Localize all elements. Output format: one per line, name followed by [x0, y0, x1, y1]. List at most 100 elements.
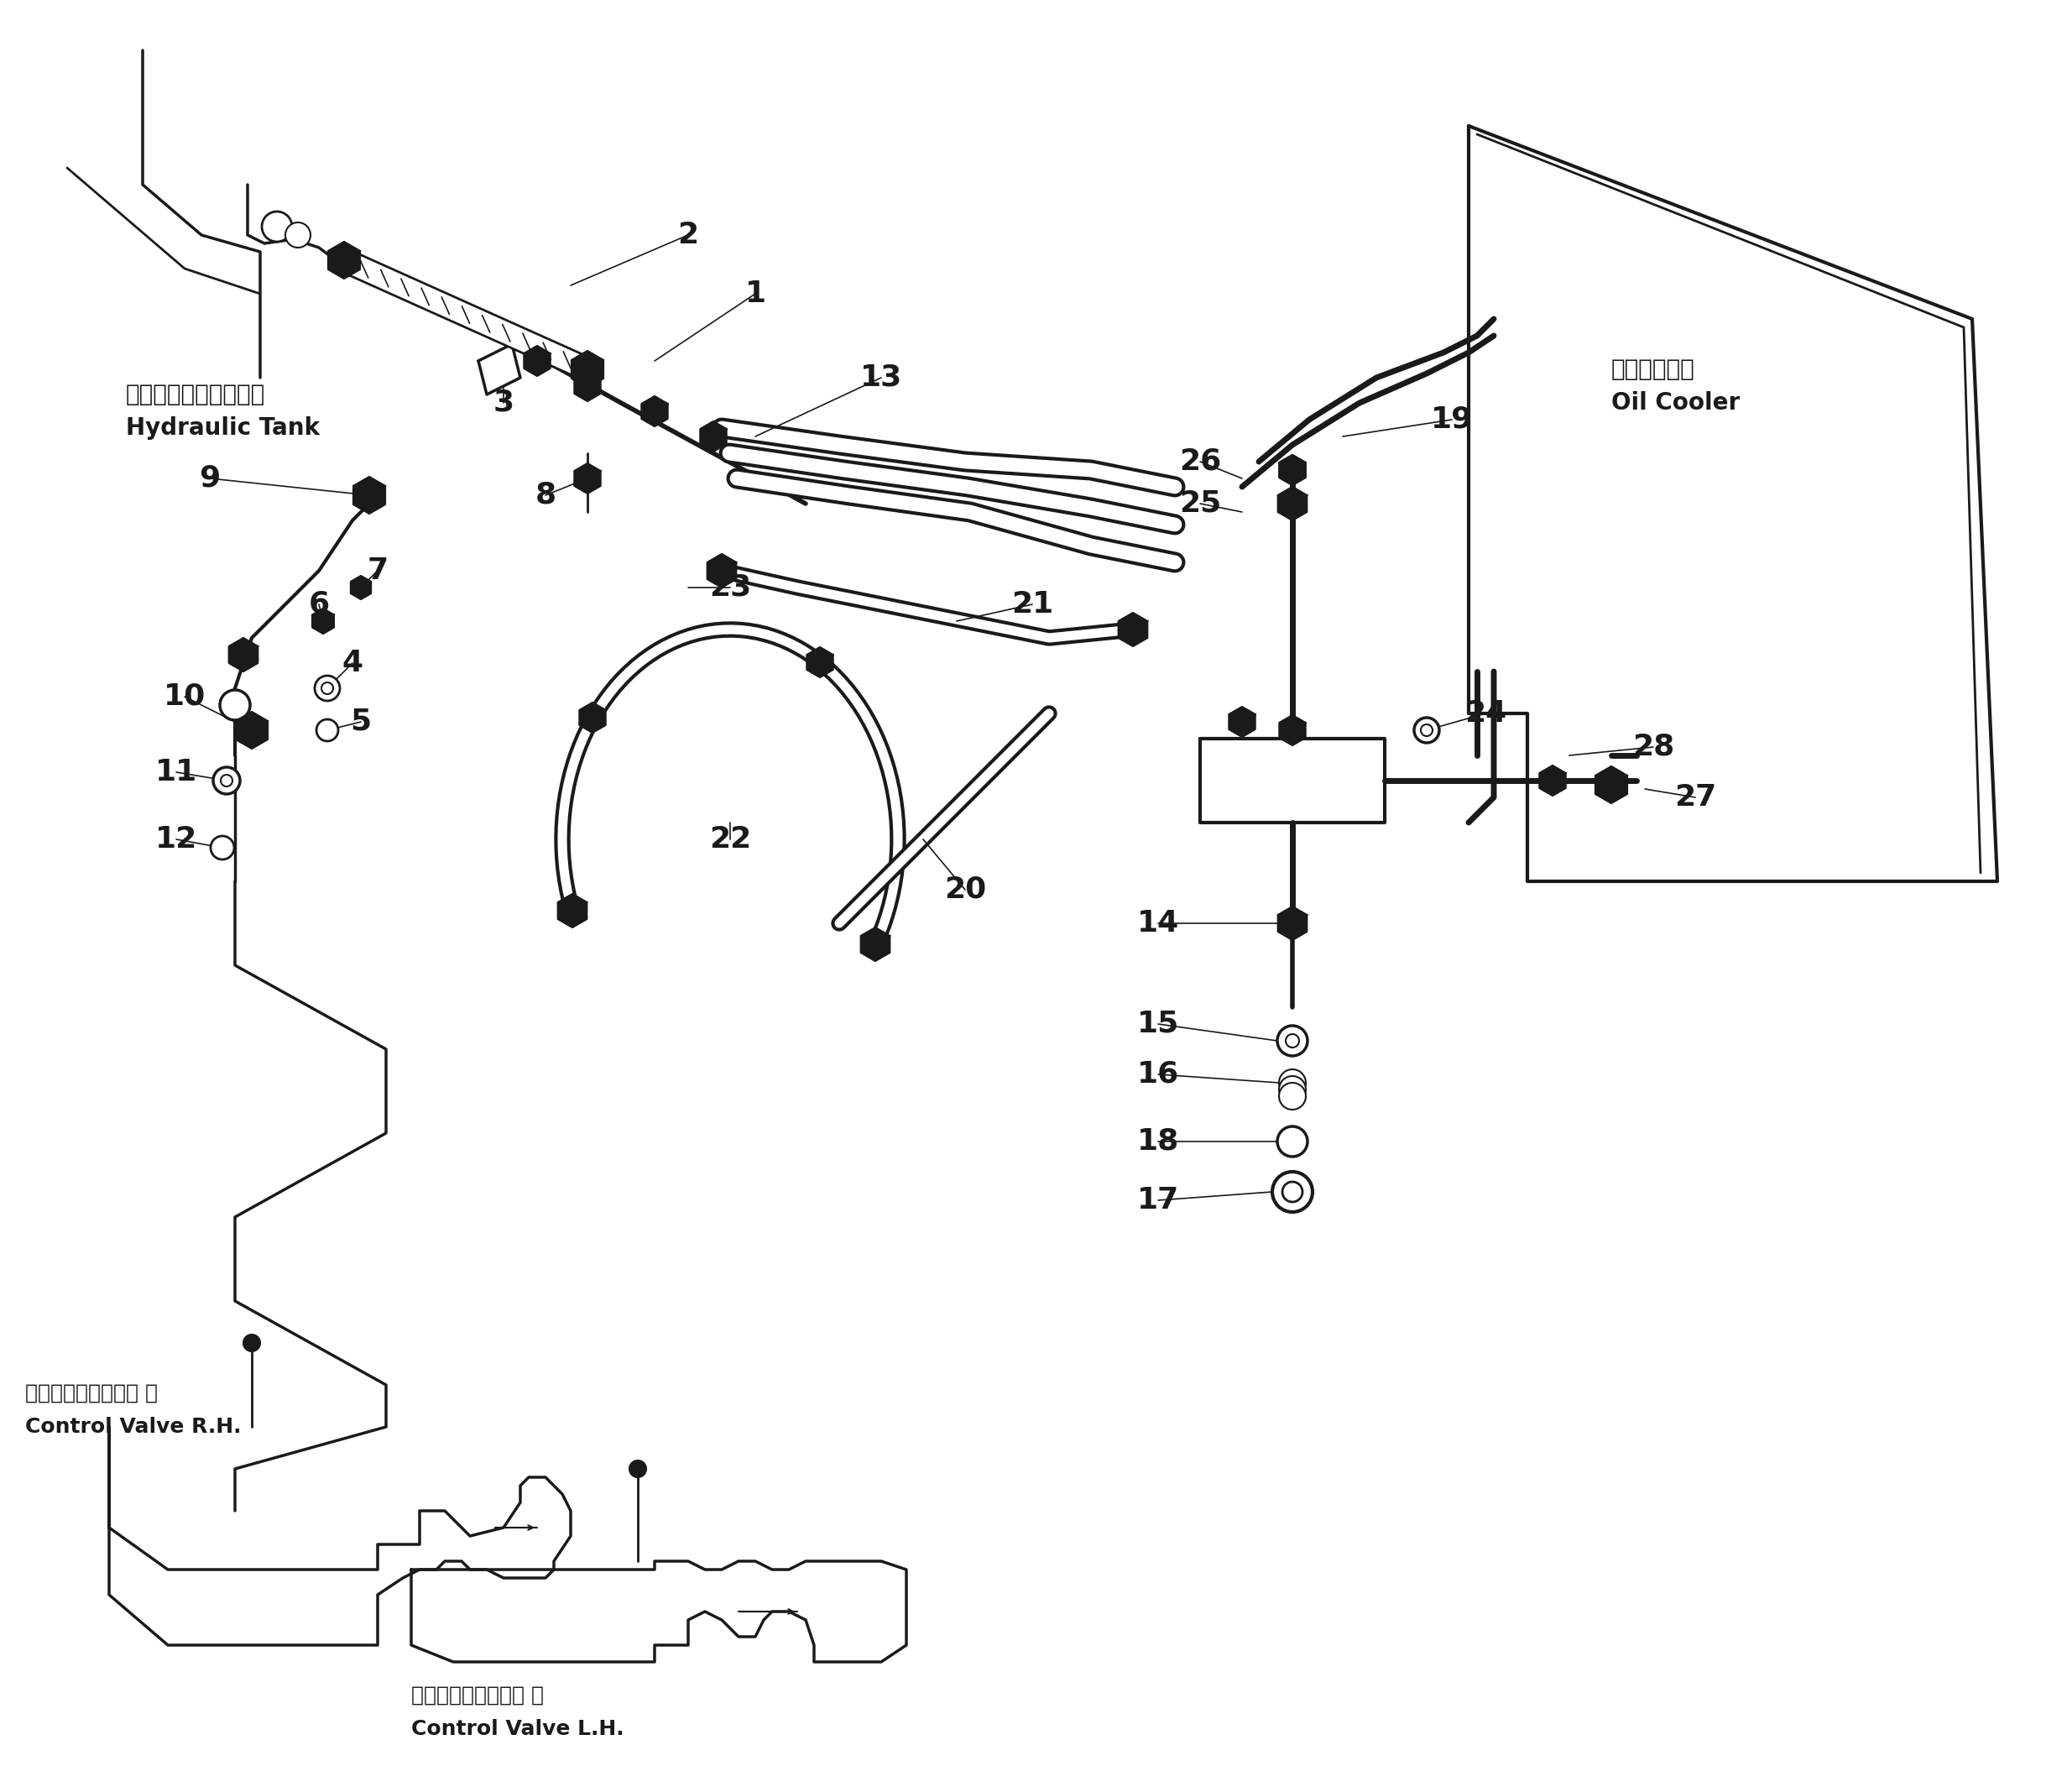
Polygon shape — [312, 609, 335, 634]
Text: 17: 17 — [1137, 1186, 1178, 1215]
Circle shape — [1286, 496, 1300, 511]
Circle shape — [318, 616, 329, 625]
Text: 27: 27 — [1674, 783, 1716, 812]
Circle shape — [219, 690, 250, 720]
Circle shape — [1414, 717, 1439, 744]
Circle shape — [221, 774, 232, 787]
Polygon shape — [1230, 706, 1255, 737]
Text: オイルクーラ: オイルクーラ — [1612, 358, 1695, 382]
Polygon shape — [1277, 907, 1306, 941]
Circle shape — [1127, 624, 1139, 636]
Circle shape — [587, 711, 599, 724]
Circle shape — [244, 1335, 260, 1351]
Text: 3: 3 — [494, 389, 515, 418]
Circle shape — [1273, 1172, 1313, 1211]
Text: 1: 1 — [744, 280, 767, 308]
Polygon shape — [806, 647, 833, 677]
Polygon shape — [641, 396, 668, 426]
Circle shape — [244, 722, 258, 738]
Text: 22: 22 — [709, 824, 750, 853]
Text: 10: 10 — [163, 683, 207, 711]
Polygon shape — [1277, 487, 1306, 520]
Text: 21: 21 — [1011, 590, 1054, 618]
Polygon shape — [353, 477, 384, 514]
Circle shape — [581, 380, 593, 392]
Circle shape — [314, 676, 339, 701]
Circle shape — [581, 362, 595, 376]
Polygon shape — [1540, 765, 1565, 796]
Text: 14: 14 — [1137, 909, 1178, 937]
Circle shape — [649, 405, 661, 418]
Text: 13: 13 — [860, 364, 903, 392]
Circle shape — [1236, 715, 1248, 728]
Text: 20: 20 — [945, 876, 986, 903]
Circle shape — [1286, 464, 1298, 477]
Circle shape — [581, 473, 593, 484]
Circle shape — [715, 564, 728, 577]
Circle shape — [814, 656, 827, 668]
Circle shape — [707, 430, 719, 443]
Polygon shape — [1279, 455, 1306, 486]
Circle shape — [531, 355, 544, 367]
Circle shape — [1279, 1075, 1306, 1102]
Circle shape — [316, 719, 339, 742]
Text: 26: 26 — [1178, 448, 1222, 477]
Text: 25: 25 — [1178, 489, 1222, 518]
Polygon shape — [575, 464, 601, 493]
Polygon shape — [236, 711, 269, 749]
Polygon shape — [707, 554, 736, 588]
Text: 9: 9 — [198, 464, 221, 493]
Text: 6: 6 — [308, 590, 329, 618]
Polygon shape — [1279, 455, 1306, 486]
Polygon shape — [701, 421, 726, 452]
Text: 18: 18 — [1137, 1127, 1178, 1156]
Text: 4: 4 — [341, 649, 364, 677]
Circle shape — [1286, 1034, 1300, 1048]
Circle shape — [1286, 724, 1298, 737]
Polygon shape — [351, 575, 372, 599]
Text: 5: 5 — [349, 708, 372, 737]
Circle shape — [285, 222, 310, 247]
Circle shape — [630, 1460, 647, 1477]
Text: 19: 19 — [1430, 405, 1474, 434]
Text: 24: 24 — [1463, 699, 1507, 728]
Circle shape — [322, 683, 333, 694]
Circle shape — [356, 582, 366, 591]
Polygon shape — [575, 371, 601, 401]
Text: コントロールバルブ 左: コントロールバルブ 左 — [411, 1686, 544, 1706]
Circle shape — [1546, 774, 1559, 787]
Text: Oil Cooler: Oil Cooler — [1612, 391, 1740, 414]
Polygon shape — [558, 894, 587, 928]
Polygon shape — [570, 351, 604, 387]
Polygon shape — [1596, 767, 1627, 803]
Circle shape — [1282, 1181, 1302, 1202]
Polygon shape — [329, 242, 360, 280]
Circle shape — [1420, 724, 1432, 737]
Text: ハイドロリックタンク: ハイドロリックタンク — [126, 383, 265, 407]
Circle shape — [1277, 1025, 1308, 1055]
Circle shape — [868, 937, 883, 952]
Text: 11: 11 — [155, 758, 196, 787]
Text: 16: 16 — [1137, 1061, 1178, 1088]
Text: コントロールバルブ 右: コントロールバルブ 右 — [25, 1383, 157, 1403]
Circle shape — [1286, 464, 1298, 477]
Text: 28: 28 — [1633, 733, 1674, 762]
Text: 2: 2 — [678, 220, 699, 249]
Circle shape — [1286, 916, 1300, 930]
Circle shape — [337, 253, 351, 267]
Circle shape — [213, 767, 240, 794]
Text: 8: 8 — [535, 480, 556, 509]
Polygon shape — [229, 638, 258, 672]
Polygon shape — [1118, 613, 1147, 647]
Text: 12: 12 — [155, 824, 196, 853]
Circle shape — [362, 487, 376, 502]
Polygon shape — [1279, 715, 1306, 745]
Circle shape — [1279, 1082, 1306, 1109]
Circle shape — [1279, 1070, 1306, 1097]
Circle shape — [263, 211, 291, 242]
Text: 7: 7 — [368, 557, 389, 584]
Circle shape — [566, 903, 579, 918]
Circle shape — [211, 837, 234, 860]
Polygon shape — [579, 702, 606, 733]
Circle shape — [1604, 778, 1618, 792]
